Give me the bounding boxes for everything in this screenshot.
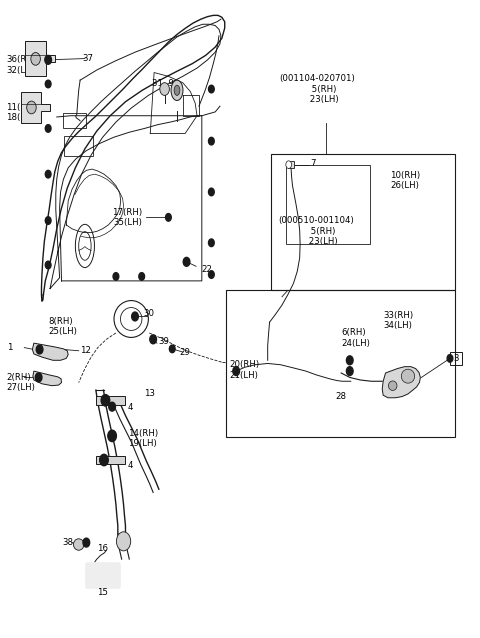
Circle shape xyxy=(447,355,453,362)
Circle shape xyxy=(83,538,90,547)
Polygon shape xyxy=(25,41,55,77)
Text: 1: 1 xyxy=(7,343,12,352)
Text: 20(RH)
21(LH): 20(RH) 21(LH) xyxy=(229,360,260,380)
Polygon shape xyxy=(288,161,294,168)
Circle shape xyxy=(183,257,190,266)
Circle shape xyxy=(160,83,169,96)
Text: 17(RH)
35(LH): 17(RH) 35(LH) xyxy=(112,207,142,227)
Circle shape xyxy=(109,402,116,411)
Circle shape xyxy=(116,532,131,551)
Ellipse shape xyxy=(171,80,183,100)
Circle shape xyxy=(233,367,240,376)
Text: 4: 4 xyxy=(128,461,133,470)
Circle shape xyxy=(27,101,36,114)
Text: 28: 28 xyxy=(336,392,347,401)
Bar xyxy=(450,352,462,365)
Text: 37: 37 xyxy=(83,54,94,63)
Circle shape xyxy=(139,272,144,280)
Text: 12: 12 xyxy=(80,346,91,355)
Circle shape xyxy=(208,239,214,246)
Text: 22: 22 xyxy=(201,265,212,274)
Text: 6(RH)
24(LH): 6(RH) 24(LH) xyxy=(341,329,370,348)
Polygon shape xyxy=(33,343,68,360)
Text: 11(RH)
18(LH): 11(RH) 18(LH) xyxy=(6,103,36,122)
Ellipse shape xyxy=(174,85,180,96)
Text: 39: 39 xyxy=(158,337,169,346)
Text: 8(RH)
25(LH): 8(RH) 25(LH) xyxy=(48,317,77,336)
Circle shape xyxy=(169,345,175,353)
Text: 13: 13 xyxy=(144,389,155,399)
Circle shape xyxy=(45,217,51,225)
Circle shape xyxy=(45,80,51,88)
Circle shape xyxy=(166,214,171,221)
Circle shape xyxy=(150,335,156,344)
Text: 31  9: 31 9 xyxy=(152,80,174,89)
Text: 36(RH)
32(LH): 36(RH) 32(LH) xyxy=(6,56,36,75)
Circle shape xyxy=(45,170,51,178)
Circle shape xyxy=(208,271,214,278)
Bar xyxy=(286,165,370,244)
Text: 30: 30 xyxy=(144,309,155,318)
Text: 15: 15 xyxy=(97,588,108,597)
Circle shape xyxy=(347,356,353,365)
Text: 2(RH)
27(LH): 2(RH) 27(LH) xyxy=(6,373,35,392)
Text: (000510-001104)
     5(RH)
     23(LH): (000510-001104) 5(RH) 23(LH) xyxy=(278,216,354,246)
Text: 10(RH)
26(LH): 10(RH) 26(LH) xyxy=(390,171,420,190)
Text: 33(RH)
34(LH): 33(RH) 34(LH) xyxy=(383,311,413,330)
Ellipse shape xyxy=(388,381,397,390)
Text: 29: 29 xyxy=(179,348,190,357)
Text: 4: 4 xyxy=(128,403,133,412)
Text: 16: 16 xyxy=(97,544,108,553)
Circle shape xyxy=(35,373,42,382)
Ellipse shape xyxy=(73,538,84,550)
Text: 14(RH)
19(LH): 14(RH) 19(LH) xyxy=(128,429,158,448)
Bar xyxy=(64,136,94,156)
Polygon shape xyxy=(96,396,125,405)
Circle shape xyxy=(113,272,119,280)
Circle shape xyxy=(108,430,116,441)
Circle shape xyxy=(208,188,214,196)
Circle shape xyxy=(208,85,214,93)
Polygon shape xyxy=(22,92,50,123)
Text: 7: 7 xyxy=(311,159,316,168)
Polygon shape xyxy=(96,456,125,464)
Polygon shape xyxy=(382,367,420,397)
Circle shape xyxy=(45,56,51,64)
Circle shape xyxy=(45,261,51,269)
Ellipse shape xyxy=(401,369,415,383)
Circle shape xyxy=(208,137,214,145)
Text: 3: 3 xyxy=(454,354,459,363)
Circle shape xyxy=(286,161,291,168)
Text: (001104-020701)
     5(RH)
     23(LH): (001104-020701) 5(RH) 23(LH) xyxy=(279,74,355,104)
Circle shape xyxy=(45,124,51,132)
Polygon shape xyxy=(33,371,61,386)
Bar xyxy=(271,154,455,290)
Circle shape xyxy=(100,454,108,466)
Circle shape xyxy=(101,394,110,406)
Bar xyxy=(226,290,455,436)
Bar xyxy=(63,113,86,128)
Text: 38: 38 xyxy=(62,538,73,547)
Circle shape xyxy=(347,367,353,376)
Bar xyxy=(86,563,119,587)
Polygon shape xyxy=(86,563,119,587)
Circle shape xyxy=(36,345,43,354)
Circle shape xyxy=(132,312,138,321)
Circle shape xyxy=(31,52,40,65)
